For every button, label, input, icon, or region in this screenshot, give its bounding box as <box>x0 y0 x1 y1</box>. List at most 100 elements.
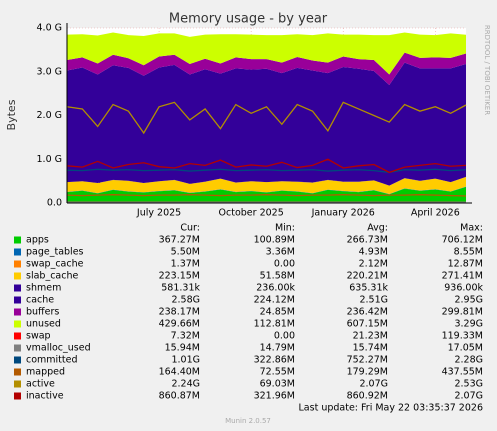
line <box>66 158 467 174</box>
legend-label: cache <box>26 295 54 306</box>
legend-swatch <box>14 356 21 364</box>
legend-value: 15.74M <box>353 343 388 354</box>
legend-label: unused <box>26 319 61 330</box>
line <box>66 194 467 197</box>
legend-value: 2.53G <box>454 379 483 390</box>
legend-label: mapped <box>26 367 65 378</box>
legend-swatch <box>14 392 21 400</box>
legend-value: 299.81M <box>442 307 483 318</box>
legend-swatch <box>14 368 21 376</box>
y-tick-label: 1.0 G <box>37 154 63 165</box>
legend-value: 3.29G <box>454 319 483 330</box>
legend-value: 17.05M <box>448 343 483 354</box>
y-tick-label: 3.0 G <box>37 66 63 77</box>
legend-label: slab_cache <box>26 271 78 282</box>
legend-value: 51.58M <box>260 271 295 282</box>
legend-value: 936.00k <box>444 283 483 294</box>
legend-label: inactive <box>26 391 64 402</box>
legend-label: committed <box>26 355 78 366</box>
legend-value: 752.27M <box>347 355 388 366</box>
legend-value: 1.01G <box>171 355 200 366</box>
legend-value: 69.03M <box>260 379 295 390</box>
legend-value: 2.07G <box>359 379 388 390</box>
legend-swatch <box>14 320 21 328</box>
legend-column-header: Cur: <box>180 223 200 234</box>
legend-value: 860.87M <box>159 391 200 402</box>
legend-value: 220.21M <box>347 271 388 282</box>
legend-value: 164.40M <box>159 367 200 378</box>
legend-value: 179.29M <box>347 367 388 378</box>
legend-value: 3.36M <box>266 247 295 258</box>
legend: Cur: Min: Avg: Max: apps 367.27M 100.89M 266.73… <box>14 223 483 402</box>
legend-value: 14.79M <box>260 343 295 354</box>
legend-swatch <box>14 344 21 352</box>
legend-value: 2.07G <box>454 391 483 402</box>
legend-value: 635.31k <box>349 283 388 294</box>
last-update: Last update: Fri May 22 03:35:37 2026 <box>299 403 483 414</box>
legend-value: 860.92M <box>347 391 388 402</box>
legend-value: 0.00 <box>274 331 295 342</box>
legend-swatch <box>14 248 21 256</box>
legend-value: 72.55M <box>260 367 295 378</box>
legend-value: 367.27M <box>159 235 200 246</box>
legend-column-header: Min: <box>275 223 295 234</box>
legend-label: vmalloc_used <box>26 343 91 354</box>
legend-label: page_tables <box>26 247 84 258</box>
legend-value: 2.51G <box>359 295 388 306</box>
line <box>66 168 467 174</box>
line <box>66 101 467 135</box>
legend-value: 119.33M <box>442 331 483 342</box>
legend-swatch <box>14 308 21 316</box>
legend-value: 112.81M <box>254 319 295 330</box>
legend-swatch <box>14 332 21 340</box>
legend-value: 0.00 <box>274 259 295 270</box>
legend-value: 607.15M <box>347 319 388 330</box>
legend-swatch <box>14 284 21 292</box>
legend-label: swap_cache <box>26 259 84 270</box>
area <box>67 52 466 85</box>
legend-value: 2.24G <box>171 379 200 390</box>
legend-value: 223.15M <box>159 271 200 282</box>
area <box>67 176 466 194</box>
marks <box>66 32 467 204</box>
legend-value: 429.66M <box>159 319 200 330</box>
legend-value: 322.86M <box>254 355 295 366</box>
legend-swatch <box>14 380 21 388</box>
legend-value: 224.12M <box>254 295 295 306</box>
legend-value: 706.12M <box>442 235 483 246</box>
legend-label: buffers <box>26 307 59 318</box>
legend-swatch <box>14 236 21 244</box>
legend-value: 24.85M <box>260 307 295 318</box>
legend-value: 5.50M <box>171 247 200 258</box>
legend-value: 21.23M <box>353 331 388 342</box>
legend-value: 1.37M <box>171 259 200 270</box>
legend-label: apps <box>26 235 49 246</box>
x-tick-label: July 2025 <box>136 208 181 219</box>
legend-label: active <box>26 379 55 390</box>
footer: Munin 2.0.57 <box>225 417 271 425</box>
legend-value: 266.73M <box>347 235 388 246</box>
legend-value: 271.41M <box>442 271 483 282</box>
legend-value: 2.12M <box>359 259 388 270</box>
axes: 0.0 1.0 G 2.0 G 3.0 G 4.0 G July 2025 October … <box>37 23 472 219</box>
legend-value: 581.31k <box>161 283 200 294</box>
y-axis-label: Bytes <box>5 99 18 130</box>
legend-swatch <box>14 272 21 280</box>
legend-value: 236.42M <box>347 307 388 318</box>
y-tick-label: 4.0 G <box>37 23 63 34</box>
legend-value: 7.32M <box>171 331 200 342</box>
legend-label: swap <box>26 331 51 342</box>
legend-value: 12.87M <box>448 259 483 270</box>
x-tick-label: April 2026 <box>411 208 460 219</box>
legend-column-header: Max: <box>460 223 483 234</box>
legend-swatch <box>14 260 21 268</box>
legend-value: 2.58G <box>171 295 200 306</box>
legend-value: 2.28G <box>454 355 483 366</box>
area <box>67 32 466 75</box>
legend-value: 437.55M <box>442 367 483 378</box>
legend-value: 238.17M <box>159 307 200 318</box>
legend-value: 15.94M <box>165 343 200 354</box>
legend-value: 100.89M <box>254 235 295 246</box>
legend-column-header: Avg: <box>367 223 388 234</box>
